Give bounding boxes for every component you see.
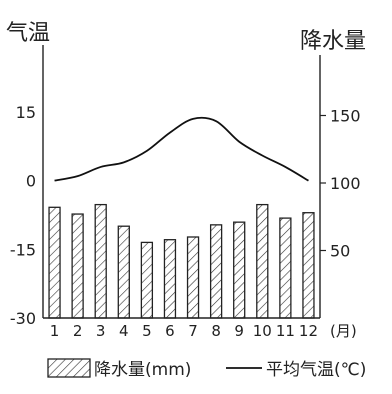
x-tick-label: 4 xyxy=(119,322,129,340)
legend-temp-label: 平均气温(℃) xyxy=(266,360,366,380)
left-tick-label: 0 xyxy=(26,172,36,191)
x-tick-label: 7 xyxy=(188,322,198,340)
precip-bar-9 xyxy=(233,221,246,319)
left-tick-label: -30 xyxy=(10,309,36,328)
x-tick-label: 11 xyxy=(276,322,295,340)
right-tick-label: 50 xyxy=(330,242,350,261)
x-tick-label: 3 xyxy=(96,322,106,340)
legend-precip-swatch xyxy=(47,358,91,378)
right-axis-title: 降水量 xyxy=(300,29,366,54)
precip-bar-11 xyxy=(279,217,292,319)
left-tick-label: -15 xyxy=(10,240,36,259)
precip-bar-12 xyxy=(302,212,315,319)
x-tick-label: 10 xyxy=(253,322,272,340)
precip-bar-4 xyxy=(117,225,130,319)
precip-bar-6 xyxy=(163,239,177,319)
left-axis-title: 气温 xyxy=(6,21,50,46)
precip-bar-3 xyxy=(94,203,107,319)
x-tick-label: 8 xyxy=(211,322,221,340)
legend-precip-label: 降水量(mm) xyxy=(94,360,191,380)
x-tick-label: 12 xyxy=(299,322,318,340)
right-tick-label: 100 xyxy=(330,174,361,193)
right-tick-label: 150 xyxy=(330,107,361,126)
x-tick-label: 2 xyxy=(73,322,83,340)
precip-bar-2 xyxy=(71,213,84,319)
precip-bar-5 xyxy=(140,241,154,319)
precip-bar-1 xyxy=(48,206,61,319)
x-axis-unit: (月) xyxy=(330,322,357,340)
temperature-series-line xyxy=(54,116,309,182)
x-tick-label: 5 xyxy=(142,322,152,340)
x-tick-label: 9 xyxy=(234,322,244,340)
left-tick-label: 15 xyxy=(16,103,36,122)
precip-bar-7 xyxy=(186,236,200,319)
precip-bar-8 xyxy=(209,224,223,319)
precip-bar-10 xyxy=(256,203,269,319)
x-tick-label: 6 xyxy=(165,322,175,340)
x-tick-label: 1 xyxy=(50,322,60,340)
legend: 降水量(mm) 平均气温(℃) xyxy=(47,358,366,380)
